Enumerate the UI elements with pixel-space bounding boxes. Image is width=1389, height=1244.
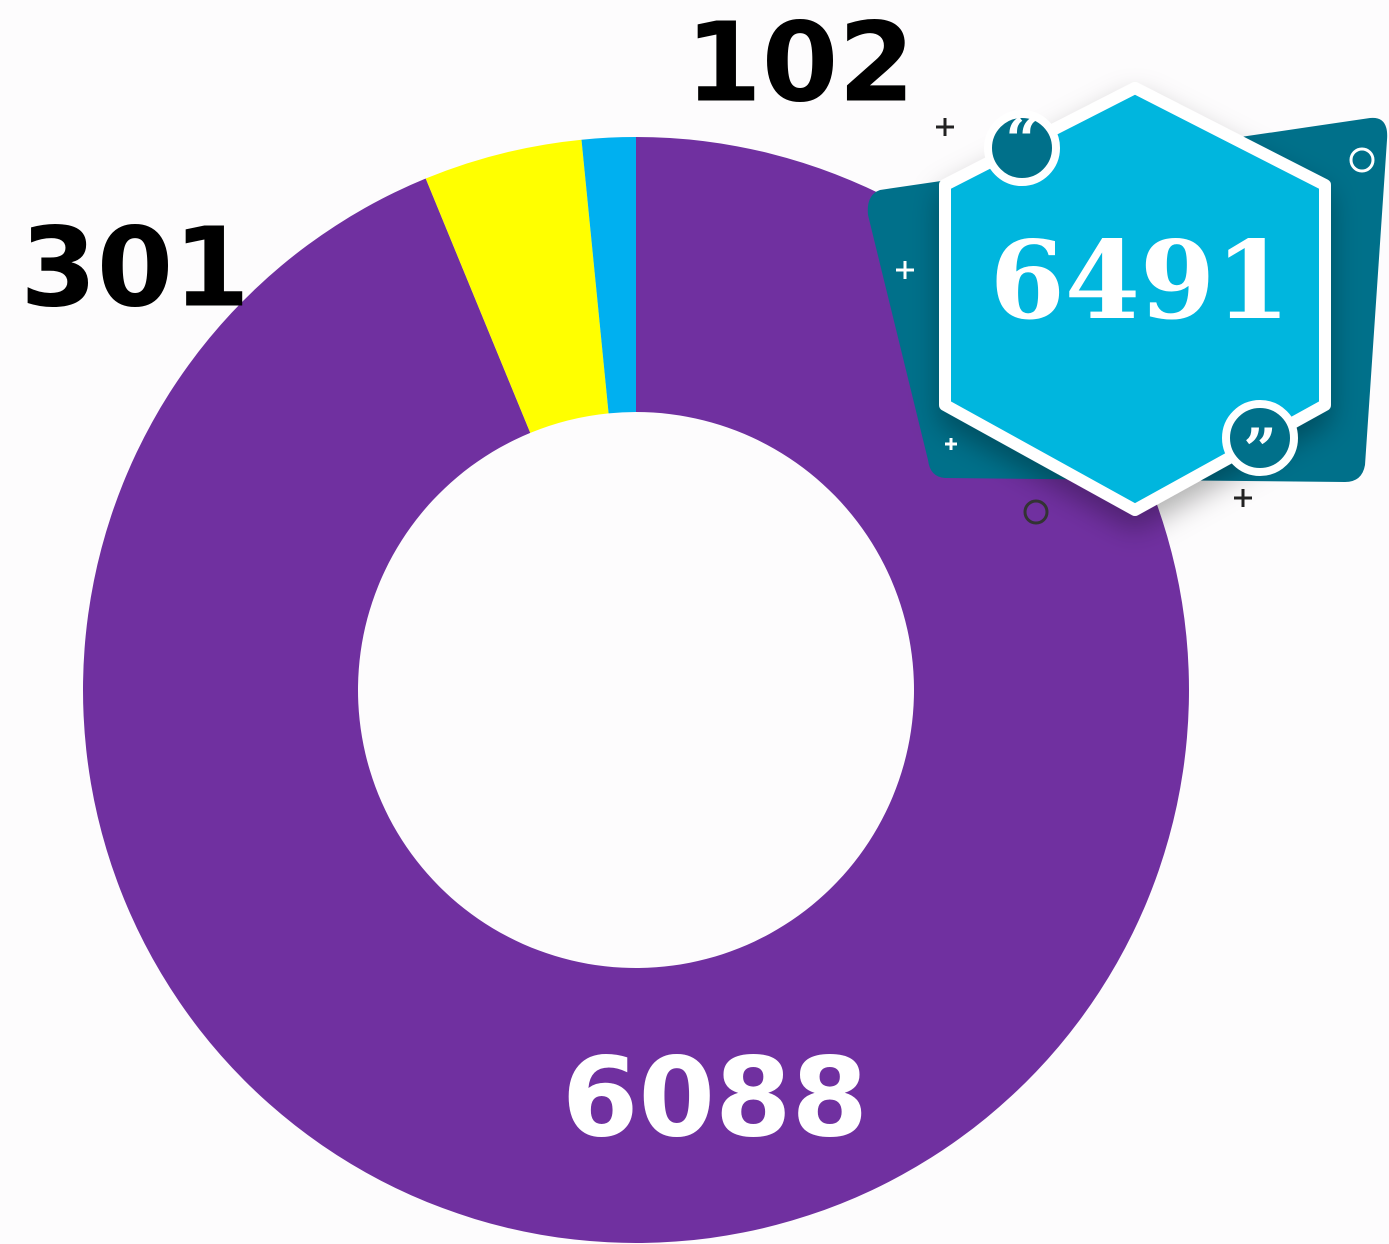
decor xyxy=(896,261,957,450)
value-label: 301 xyxy=(20,203,250,331)
donut-slice xyxy=(581,137,636,414)
quote-mark: “ xyxy=(1005,106,1038,174)
total-badge: “ ” 6491 xyxy=(867,82,1388,525)
donut-slice xyxy=(83,137,1190,1243)
decor xyxy=(936,118,1252,507)
value-label: 6088 xyxy=(562,1033,868,1161)
quote-icon xyxy=(984,110,1060,186)
badge-hexagon xyxy=(939,82,1331,516)
quote-icon xyxy=(1222,400,1298,476)
donut xyxy=(83,137,1190,1243)
donut-slice xyxy=(425,139,609,433)
total-label: 6491 xyxy=(990,218,1291,344)
decor xyxy=(1023,499,1049,525)
quote-mark: ” xyxy=(1243,416,1276,484)
decor xyxy=(1349,147,1375,173)
value-label: 102 xyxy=(685,0,915,126)
